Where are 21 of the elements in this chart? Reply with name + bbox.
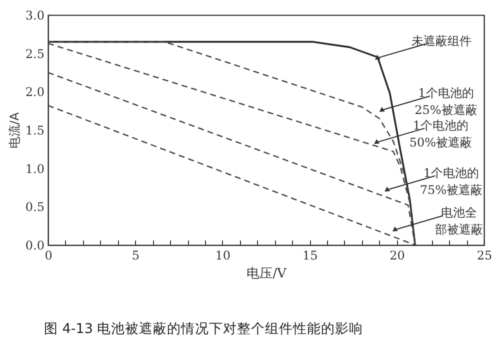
x-tick-label: 15: [302, 248, 318, 262]
y-tick-label: 1.5: [25, 124, 44, 138]
annotation: 1个电池的50%被遮蔽: [409, 118, 472, 150]
y-axis-title: 电流/A: [7, 112, 22, 149]
y-tick-label: 0.0: [25, 238, 44, 252]
y-tick-label: 3.0: [25, 8, 44, 22]
y-tick-label: 0.5: [25, 200, 44, 214]
annotation: 1个电池的75%被遮蔽: [420, 166, 483, 197]
x-tick-label: 0: [44, 248, 52, 262]
annotation: 电池全部被遮蔽: [435, 206, 484, 237]
y-tick-label: 2.5: [25, 46, 44, 61]
x-tick-label: 20: [390, 248, 405, 262]
text: 图 4-13 电池被遮蔽的情况下对整个组件性能的影响: [44, 321, 364, 337]
annotation: 未遮蔽组件: [412, 34, 472, 48]
x-tick-label: 10: [215, 248, 231, 262]
annotation: 1个电池的25%被遮蔽: [414, 86, 478, 118]
x-tick-label: 25: [476, 248, 492, 262]
x-tick-label: 5: [132, 248, 140, 262]
x-axis-title: 电压/V: [246, 266, 287, 282]
y-tick-label: 1.0: [25, 162, 44, 176]
y-tick-label: 2.0: [25, 85, 44, 100]
